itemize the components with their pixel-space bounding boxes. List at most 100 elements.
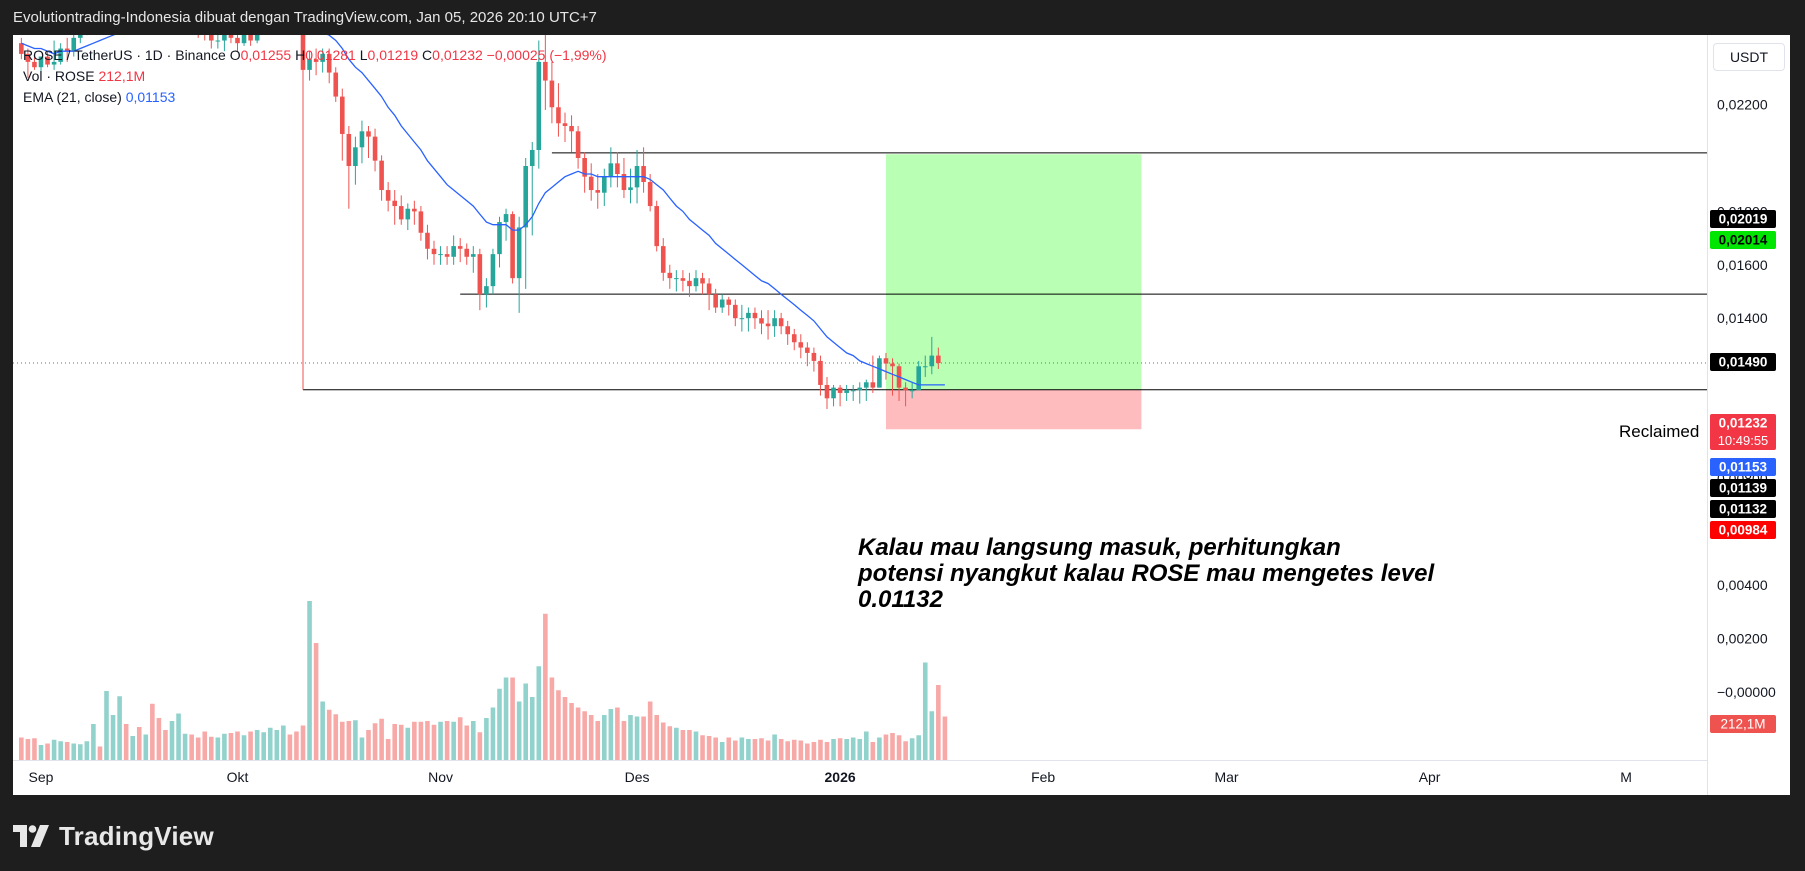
candle-body — [359, 131, 365, 148]
candle-body — [254, 35, 260, 41]
candle-body — [353, 147, 358, 167]
candle-body — [326, 53, 332, 73]
candle-body — [228, 35, 234, 38]
candle-body — [300, 35, 306, 70]
candle-body — [78, 35, 83, 38]
candle-body — [222, 35, 227, 41]
price-badge-label: 0,02014 — [1719, 233, 1768, 248]
candle-body — [791, 334, 797, 343]
candle-body — [209, 35, 214, 41]
volume-bar — [359, 737, 365, 760]
chart-caption: Evolutiontrading-Indonesia dibuat dengan… — [13, 9, 597, 26]
candle-body — [425, 232, 430, 249]
candle-body — [575, 131, 581, 158]
candle-body — [831, 387, 836, 399]
candle-body — [628, 187, 633, 191]
volume-bar — [602, 715, 607, 760]
tradingview-logo-text: TradingView — [59, 820, 214, 851]
candle-body — [477, 254, 483, 295]
volume-bar — [523, 683, 528, 760]
candle-body — [484, 286, 489, 295]
volume-bar — [228, 733, 234, 760]
volume-bar — [909, 738, 915, 760]
ema-label[interactable]: EMA (21, close) — [23, 89, 122, 105]
candle-body — [569, 125, 574, 132]
volume-bar — [529, 697, 535, 760]
price-badge — [1710, 231, 1776, 249]
price-axis[interactable] — [1707, 35, 1791, 795]
volume-bar — [431, 724, 437, 760]
candle-body — [602, 176, 607, 193]
candle-body — [739, 318, 745, 320]
candle-body — [654, 206, 659, 247]
volume-bar — [117, 696, 122, 760]
volume-bar — [274, 730, 280, 760]
volume-bar — [281, 725, 286, 760]
volume-bar — [746, 739, 751, 760]
annotation-line-2: potensi nyangkut kalau ROSE mau mengetes… — [858, 560, 1435, 587]
candle-body — [621, 174, 627, 191]
volume-bar — [674, 727, 679, 760]
symbol-label[interactable]: ROSE / TetherUS · 1D · Binance — [23, 47, 226, 63]
candle-body — [641, 166, 646, 183]
volume-bar — [45, 743, 50, 760]
currency-button[interactable]: USDT — [1713, 43, 1785, 71]
candle-body — [903, 387, 908, 391]
candle-body — [752, 312, 758, 319]
candle-body — [746, 312, 751, 319]
volume-label[interactable]: Vol · ROSE — [23, 68, 95, 84]
tradingview-logo[interactable]: TradingView — [13, 820, 214, 852]
volume-bar — [791, 739, 797, 760]
volume-bar — [739, 737, 745, 760]
volume-bar — [353, 720, 358, 760]
volume-bar — [680, 730, 686, 760]
chart-frame[interactable]: 0,024000,022000,018000,016000,014000,008… — [13, 35, 1790, 795]
volume-bar — [864, 731, 869, 760]
volume-bar — [936, 685, 941, 760]
open-label: O — [229, 47, 241, 63]
price-badge — [1710, 458, 1776, 476]
volume-bar — [97, 746, 103, 760]
candle-body — [588, 176, 594, 191]
volume-bar — [326, 709, 332, 760]
volume-bar — [922, 662, 928, 760]
candle-body — [713, 294, 718, 308]
candle-body — [909, 390, 915, 392]
candle-body — [398, 206, 404, 220]
volume-bar — [556, 690, 561, 760]
volume-bar — [490, 707, 496, 760]
volume-bar — [346, 721, 352, 760]
stop-zone — [885, 389, 1142, 430]
volume-bar — [267, 727, 273, 760]
volume-bar — [549, 677, 555, 760]
volume-bar — [660, 722, 666, 760]
price-chart[interactable]: 0,024000,022000,018000,016000,014000,008… — [13, 35, 1790, 795]
close-label: C — [422, 47, 433, 63]
volume-bar — [320, 701, 325, 760]
volume-bar — [647, 701, 653, 760]
candle-body — [811, 352, 817, 361]
volume-bar — [457, 717, 463, 760]
candle-body — [405, 208, 411, 220]
volume-bar — [778, 739, 784, 760]
volume-bar — [418, 721, 424, 760]
volume-bar — [143, 734, 149, 760]
price-badge — [1710, 521, 1776, 539]
volume-bar — [706, 736, 712, 760]
candle-body — [772, 318, 777, 327]
volume-bar — [916, 735, 921, 760]
candle-body — [307, 59, 312, 70]
volume-bar — [261, 732, 266, 760]
time-tick-label: 2026 — [825, 769, 856, 785]
price-badge — [1710, 414, 1776, 450]
time-tick-label: Apr — [1419, 769, 1441, 785]
volume-bar — [51, 739, 57, 760]
candle-body — [372, 136, 378, 161]
volume-badge — [1710, 715, 1776, 733]
volume-bar — [372, 723, 378, 760]
ema-value: 0,01153 — [125, 89, 176, 105]
time-axis[interactable] — [13, 760, 1707, 796]
volume-bar — [693, 731, 699, 760]
candle-body — [706, 283, 712, 295]
candle-body — [818, 360, 823, 385]
